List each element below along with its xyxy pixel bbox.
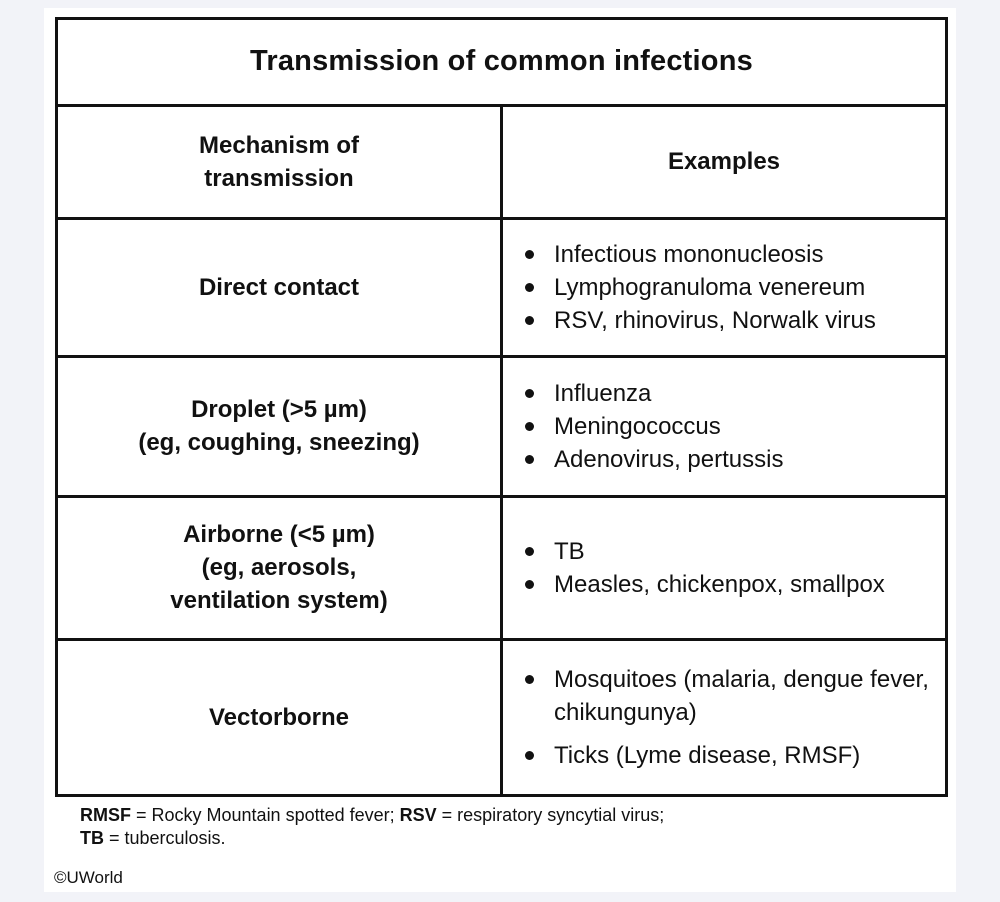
mechanism-line: Direct contact [198, 273, 360, 301]
example-text: Measles, chickenpox, smallpox [554, 570, 885, 598]
abbr-rsv: RSV [399, 805, 437, 825]
list-item: Lymphogranuloma venereum [525, 271, 945, 304]
header-examples: Examples [500, 103, 948, 220]
table-title: Transmission of common infections [55, 17, 948, 107]
header-mechanism-line1: Mechanism of [198, 131, 360, 159]
bullet-icon [525, 546, 534, 556]
list-item: Adenovirus, pertussis [525, 443, 945, 476]
examples-cell: TB Measles, chickenpox, smallpox [500, 494, 948, 642]
examples-cell: Mosquitoes (malaria, dengue fever, chikun… [500, 638, 948, 797]
footnote-line2: TB = tuberculosis. [80, 827, 664, 850]
header-mechanism-line2: transmission [204, 164, 354, 192]
copyright: ©UWorld [54, 868, 123, 887]
example-text-continued: chikungunya) [554, 699, 697, 727]
list-item: TB [525, 535, 945, 568]
content-card: Transmission of common infections Mechan… [44, 8, 956, 892]
mechanism-line: (eg, aerosols, [201, 554, 357, 582]
example-text: TB [554, 537, 585, 565]
examples-list: Infectious mononucleosis Lymphogranuloma… [525, 238, 945, 337]
mechanism-cell: Vectorborne [55, 638, 503, 797]
example-text: Lymphogranuloma venereum [554, 273, 866, 301]
bullet-icon [525, 282, 534, 292]
examples-cell: Infectious mononucleosis Lymphogranuloma… [500, 216, 948, 359]
example-text: Mosquitoes (malaria, dengue fever, [554, 666, 929, 694]
mechanism-line: (eg, coughing, sneezing) [138, 429, 420, 457]
example-text: Infectious mononucleosis [554, 240, 824, 268]
list-item: Mosquitoes (malaria, dengue fever, chikun… [525, 663, 945, 729]
list-item: Meningococcus [525, 410, 945, 443]
abbr-tb: TB [80, 828, 104, 848]
examples-list: Mosquitoes (malaria, dengue fever, chikun… [525, 663, 945, 772]
footnote: RMSF = Rocky Mountain spotted fever; RSV… [80, 804, 664, 850]
mechanism-cell: Airborne (<5 µm) (eg, aerosols, ventilat… [55, 494, 503, 642]
table-row: Direct contact Infectious mononucleosis … [55, 216, 948, 359]
mechanism-cell: Droplet (>5 µm) (eg, coughing, sneezing) [55, 355, 503, 498]
bullet-icon [525, 315, 534, 325]
def-rsv: = respiratory syncytial virus; [436, 805, 665, 825]
bullet-icon [525, 675, 534, 685]
list-item: Influenza [525, 377, 945, 410]
mechanism-line: ventilation system) [170, 587, 388, 615]
mechanism-line: Vectorborne [208, 704, 350, 732]
footnote-line1: RMSF = Rocky Mountain spotted fever; RSV… [80, 804, 664, 827]
bullet-icon [525, 751, 534, 761]
bullet-icon [525, 388, 534, 398]
list-item: Infectious mononucleosis [525, 238, 945, 271]
example-text: Ticks (Lyme disease, RMSF) [554, 742, 861, 770]
mechanism-cell: Direct contact [55, 216, 503, 359]
bullet-icon [525, 454, 534, 464]
mechanism-line: Airborne (<5 µm) [183, 521, 375, 549]
abbr-rmsf: RMSF [80, 805, 131, 825]
examples-list: Influenza Meningococcus Adenovirus, pert… [525, 377, 945, 476]
examples-list: TB Measles, chickenpox, smallpox [525, 535, 945, 601]
def-tb: = tuberculosis. [104, 828, 226, 848]
example-text: Adenovirus, pertussis [554, 445, 784, 473]
bullet-icon [525, 249, 534, 259]
table-row: Vectorborne Mosquitoes (malaria, dengue … [55, 638, 948, 797]
transmission-table: Transmission of common infections Mechan… [55, 17, 948, 797]
list-item: RSV, rhinovirus, Norwalk virus [525, 304, 945, 337]
table-row: Airborne (<5 µm) (eg, aerosols, ventilat… [55, 494, 948, 642]
examples-cell: Influenza Meningococcus Adenovirus, pert… [500, 355, 948, 498]
list-item: Ticks (Lyme disease, RMSF) [525, 739, 945, 772]
header-mechanism: Mechanism of transmission [55, 103, 503, 220]
example-text: Influenza [554, 379, 652, 407]
bullet-icon [525, 579, 534, 589]
example-text: RSV, rhinovirus, Norwalk virus [554, 306, 876, 334]
bullet-icon [525, 421, 534, 431]
list-item: Measles, chickenpox, smallpox [525, 568, 945, 601]
mechanism-line: Droplet (>5 µm) [191, 396, 367, 424]
def-rmsf: = Rocky Mountain spotted fever; [131, 805, 400, 825]
table-row: Droplet (>5 µm) (eg, coughing, sneezing)… [55, 355, 948, 498]
example-text: Meningococcus [554, 412, 721, 440]
